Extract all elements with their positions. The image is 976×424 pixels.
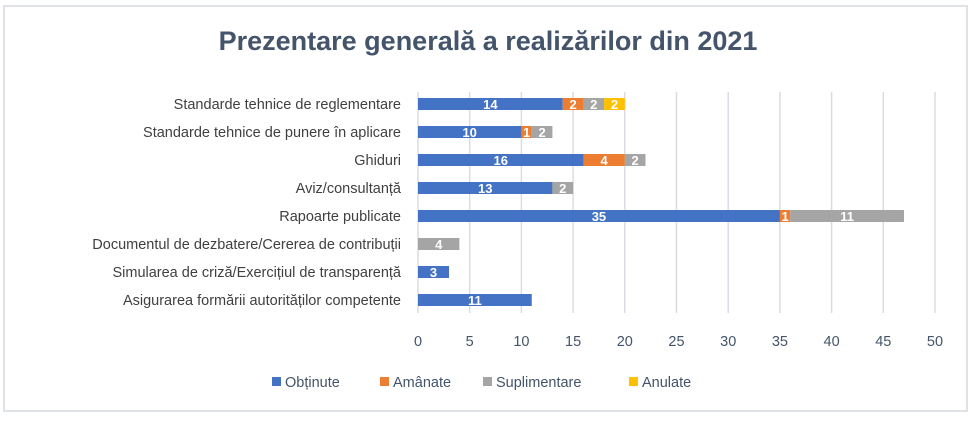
- data-label: 2: [611, 97, 618, 112]
- data-label: 2: [569, 97, 576, 112]
- data-label: 11: [468, 293, 482, 308]
- bar-segment: [604, 98, 625, 110]
- x-tick-label: 5: [466, 334, 474, 350]
- legend: Obținute Amânate Suplimentare Anulate: [272, 375, 691, 391]
- bar-segment: [418, 154, 584, 166]
- category-label: Documentul de dezbatere/Cererea de contr…: [92, 237, 401, 253]
- x-tick-label: 20: [617, 334, 633, 350]
- bar-segment: [624, 154, 646, 166]
- bar-segment: [583, 98, 605, 110]
- data-label: 16: [493, 153, 507, 168]
- data-label: 13: [478, 181, 492, 196]
- category-label: Aviz/consultanță: [296, 181, 402, 197]
- data-label: 11: [840, 209, 854, 224]
- bar-segment: [521, 126, 532, 138]
- bar-segment: [418, 182, 553, 194]
- bar-segment: [418, 266, 450, 278]
- category-label: Standarde tehnice de reglementare: [174, 97, 401, 113]
- bar-segment: [552, 182, 574, 194]
- x-tick-label: 50: [927, 334, 943, 350]
- legend-swatch: [629, 377, 638, 386]
- bar-segment: [418, 126, 522, 138]
- legend-label: Anulate: [642, 375, 691, 391]
- legend-swatch: [272, 377, 281, 386]
- x-tick-label: 35: [772, 334, 788, 350]
- data-label: 3: [430, 265, 437, 280]
- x-tick-label: 40: [824, 334, 840, 350]
- bar-segment: [418, 294, 532, 306]
- data-label: 1: [781, 209, 788, 224]
- bar-segment: [418, 98, 563, 110]
- data-label: 2: [590, 97, 597, 112]
- data-label: 4: [435, 237, 443, 252]
- bar-segment: [531, 126, 553, 138]
- x-tick-label: 10: [513, 334, 529, 350]
- category-labels: Standarde tehnice de reglementare Standar…: [92, 97, 402, 309]
- legend-label: Amânate: [393, 375, 451, 391]
- x-tick-labels: 0 5 10 15 20 25 30 35 40 45 50: [414, 334, 943, 350]
- x-tick-label: 45: [875, 334, 891, 350]
- bar-segment: [418, 238, 460, 250]
- category-label: Rapoarte publicate: [279, 209, 401, 225]
- bar-segment: [779, 210, 791, 222]
- data-label: 2: [559, 181, 566, 196]
- x-tick-label: 30: [720, 334, 736, 350]
- legend-swatch: [380, 377, 389, 386]
- bar-segment: [583, 154, 625, 166]
- category-label: Asigurarea formării autorităților compet…: [123, 293, 401, 309]
- data-label: 2: [632, 153, 639, 168]
- data-label: 35: [592, 209, 606, 224]
- legend-label: Suplimentare: [496, 375, 581, 391]
- category-label: Standarde tehnice de punere în aplicare: [143, 125, 401, 141]
- data-label: 4: [601, 153, 609, 168]
- category-label: Ghiduri: [354, 153, 401, 169]
- data-label: 10: [462, 125, 476, 140]
- gridlines: [417, 92, 936, 313]
- bar-segment: [562, 98, 584, 110]
- chart-title: Prezentare generală a realizărilor din 2…: [218, 26, 758, 56]
- data-label: 14: [483, 97, 498, 112]
- x-tick-label: 15: [565, 334, 581, 350]
- chart-frame: [3, 5, 968, 412]
- data-label: 1: [523, 125, 530, 140]
- legend-swatch: [483, 377, 492, 386]
- x-tick-label: 0: [414, 334, 422, 350]
- bars: [418, 98, 904, 306]
- category-label: Simularea de criză/Exercițiul de transpa…: [112, 265, 401, 281]
- data-label: 2: [538, 125, 545, 140]
- legend-label: Obținute: [285, 375, 340, 391]
- bar-segment: [418, 210, 780, 222]
- bar-segment: [790, 210, 904, 222]
- x-tick-label: 25: [668, 334, 684, 350]
